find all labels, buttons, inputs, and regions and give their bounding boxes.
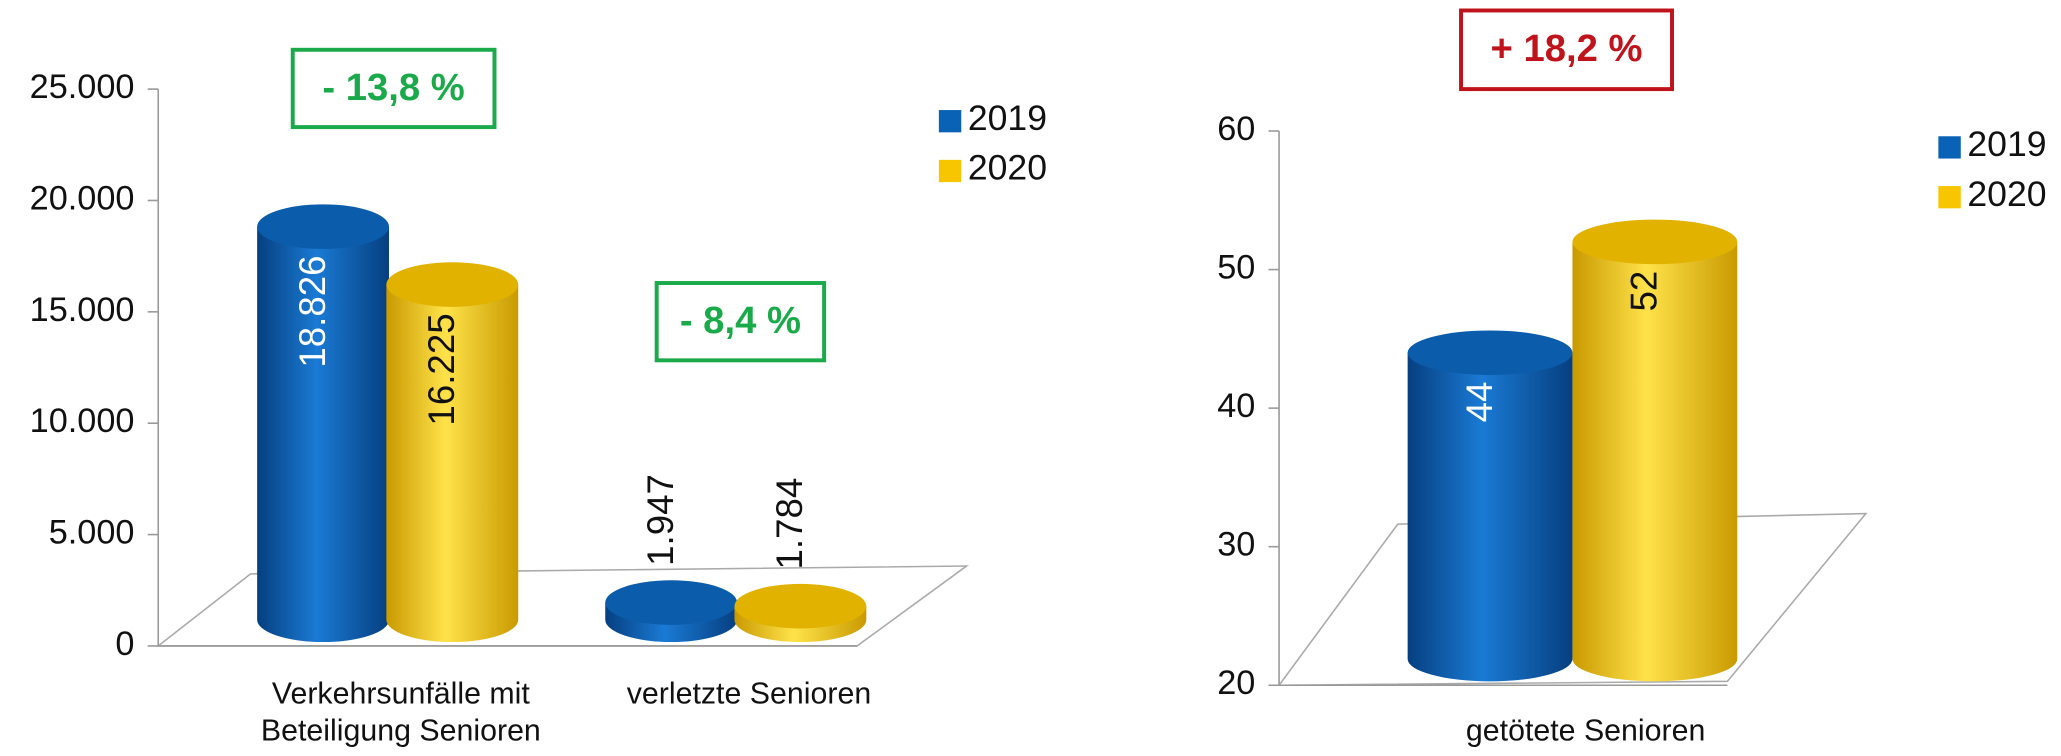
annotation-box bbox=[290, 47, 497, 130]
bar bbox=[386, 262, 519, 643]
y-tick-label: 5.000 bbox=[49, 514, 135, 552]
legend-label: 2020 bbox=[968, 148, 1047, 188]
y-tick-label: 15.000 bbox=[30, 291, 135, 329]
legend-label: 2019 bbox=[1967, 124, 2046, 164]
bar-top bbox=[386, 262, 519, 307]
bar-body bbox=[386, 284, 519, 643]
annotation: - 8,4 % bbox=[680, 300, 801, 342]
value-label: 44 bbox=[1459, 382, 1500, 423]
bar-body bbox=[257, 226, 389, 643]
y-tick-label: 20.000 bbox=[30, 180, 135, 218]
annotation-box bbox=[1459, 8, 1674, 92]
annotation: - 13,8 % bbox=[322, 67, 464, 109]
x-tick-label: verletzte Senioren bbox=[626, 676, 872, 711]
legend-label: 2019 bbox=[968, 98, 1047, 138]
legend-label: 2020 bbox=[1967, 174, 2046, 214]
y-tick-label: 10.000 bbox=[30, 402, 135, 440]
bar-top bbox=[734, 583, 867, 629]
bar-top bbox=[1572, 219, 1738, 265]
x-tick-label: getötete Senioren bbox=[1465, 712, 1706, 747]
y-tick-label: 60 bbox=[1217, 110, 1255, 148]
y-tick-label: 40 bbox=[1217, 387, 1255, 425]
bar bbox=[257, 204, 389, 643]
bar-top bbox=[257, 204, 389, 249]
legend-swatch bbox=[938, 110, 962, 133]
x-tick-label: Verkehrsunfälle mit Beteiligung Senioren bbox=[260, 676, 541, 747]
bar bbox=[734, 583, 867, 643]
annotation-box bbox=[654, 281, 827, 363]
y-tick-label: 0 bbox=[115, 625, 134, 663]
floor bbox=[1277, 512, 1868, 687]
value-label: 18.826 bbox=[292, 255, 333, 367]
value-label: 1.784 bbox=[769, 478, 810, 570]
bar-top bbox=[605, 580, 738, 625]
legend-swatch bbox=[938, 159, 962, 183]
legend-swatch bbox=[1938, 136, 1961, 159]
value-label: 16.225 bbox=[421, 313, 462, 425]
y-tick-label: 25.000 bbox=[30, 68, 135, 106]
value-label: 52 bbox=[1624, 271, 1665, 312]
bar-top bbox=[1407, 330, 1573, 375]
y-tick-label: 50 bbox=[1217, 249, 1255, 287]
y-tick-label: 30 bbox=[1217, 526, 1255, 564]
bar-body bbox=[1407, 352, 1573, 682]
value-label: 1.947 bbox=[640, 474, 681, 566]
bar bbox=[1407, 330, 1573, 682]
annotation: + 18,2 % bbox=[1491, 28, 1643, 70]
bar bbox=[1572, 219, 1738, 682]
bar-body bbox=[1572, 241, 1738, 682]
legend-swatch bbox=[1938, 186, 1961, 209]
bar bbox=[605, 580, 738, 643]
y-tick-label: 20 bbox=[1217, 664, 1255, 702]
